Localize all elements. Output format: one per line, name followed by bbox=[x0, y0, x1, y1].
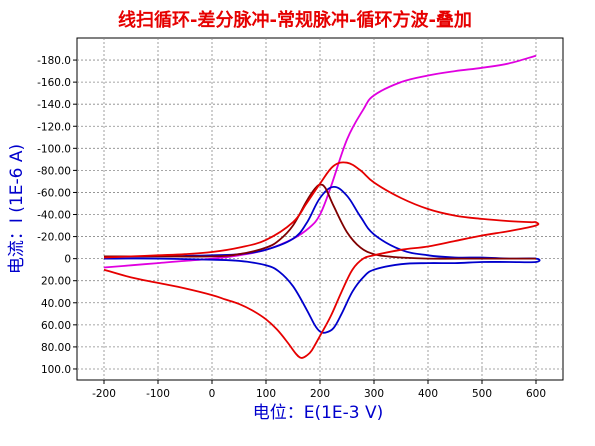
plot-area bbox=[76, 37, 564, 381]
y-tick-label: -40.00 bbox=[37, 210, 71, 222]
series-line-linear-sweep-curve bbox=[103, 54, 537, 269]
y-tick-label: -100.0 bbox=[37, 143, 71, 155]
y-tick-label: 40.00 bbox=[41, 298, 71, 310]
y-tick-label: -160.0 bbox=[37, 77, 71, 89]
y-tick-label: 80.00 bbox=[41, 342, 71, 354]
x-tick-label: 500 bbox=[472, 388, 492, 400]
y-tick-label: -80.00 bbox=[37, 165, 71, 177]
x-tick-label: 100 bbox=[256, 388, 276, 400]
y-tick-label: -140.0 bbox=[37, 99, 71, 111]
y-tick-label: -180.0 bbox=[37, 55, 71, 67]
y-tick-label: -20.00 bbox=[37, 232, 71, 244]
x-tick-label: -200 bbox=[92, 388, 116, 400]
y-tick-label: 0 bbox=[64, 254, 71, 266]
y-axis-title: 电流：I (1E-6 A) bbox=[7, 144, 27, 274]
x-tick-label: 300 bbox=[364, 388, 384, 400]
series-line-square-wave-curve bbox=[103, 161, 540, 359]
x-tick-label: 600 bbox=[526, 388, 546, 400]
y-tick-label: -120.0 bbox=[37, 121, 71, 133]
x-axis-title: 电位：E(1E-3 V) bbox=[253, 403, 384, 423]
series-line-differential-pulse-curve bbox=[103, 185, 541, 334]
y-tick-label: 100.0 bbox=[41, 364, 71, 376]
series-line-normal-pulse-curve bbox=[103, 183, 536, 260]
y-tick-label: 20.00 bbox=[41, 276, 71, 288]
chart-title: 线扫循环-差分脉冲-常规脉冲-循环方波-叠加 bbox=[118, 9, 472, 31]
y-tick-label: -60.00 bbox=[37, 187, 71, 199]
x-tick-label: 400 bbox=[418, 388, 438, 400]
tick-labels: -200 -100 0 100 200 300 400 500 600 -180.0 -160.0 -… bbox=[37, 55, 546, 400]
x-tick-label: 0 bbox=[209, 388, 216, 400]
x-tick-label: -100 bbox=[146, 388, 170, 400]
series-layer bbox=[103, 54, 541, 359]
x-tick-label: 200 bbox=[310, 388, 330, 400]
y-tick-label: 60.00 bbox=[41, 320, 71, 332]
